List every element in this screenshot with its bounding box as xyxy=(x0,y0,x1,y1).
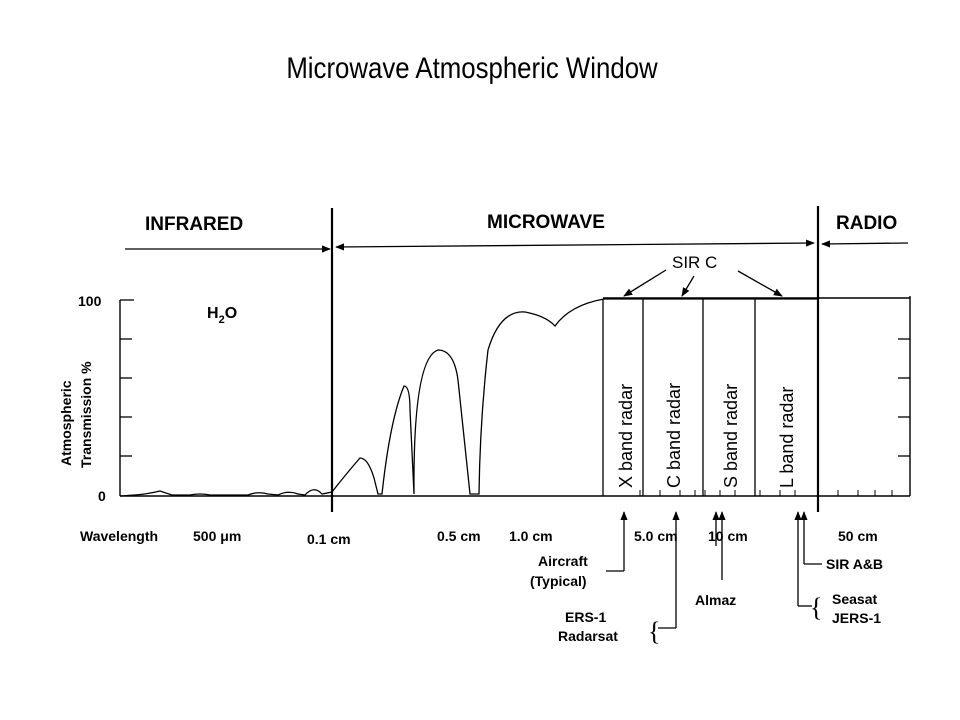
microwave-range-arrow xyxy=(335,239,815,251)
almaz-label: Almaz xyxy=(695,592,736,608)
x-axis-minor-ticks xyxy=(639,490,893,496)
jers1-label: JERS-1 xyxy=(832,610,881,626)
x-axis-prefix: Wavelength xyxy=(80,528,158,544)
radarsat-label: Radarsat xyxy=(558,628,618,644)
band-x-label: X band radar xyxy=(616,384,636,488)
x-tick-0-1cm: 0.1 cm xyxy=(307,531,351,547)
x-tick-50cm: 50 cm xyxy=(838,528,878,544)
y-axis-label: Atmospheric xyxy=(58,380,74,466)
x-tick-5-0cm: 5.0 cm xyxy=(634,528,678,544)
sir-c-label: SIR C xyxy=(672,253,717,272)
band-l-group: L band radar xyxy=(777,387,797,488)
page-title: Microwave Atmospheric Window xyxy=(286,52,658,85)
x-tick-0-5cm: 0.5 cm xyxy=(437,528,481,544)
h2o-label: H2O xyxy=(207,305,237,326)
band-s-label: S band radar xyxy=(721,384,741,488)
band-x-group: X band radar xyxy=(616,384,636,488)
sir-c-arrow-l xyxy=(737,270,783,297)
radio-range-arrow xyxy=(821,240,909,248)
seasat-label: Seasat xyxy=(832,591,877,607)
band-dividers xyxy=(602,299,756,496)
y-axis-label-2: Transmission % xyxy=(78,361,94,468)
region-infrared-label: INFRARED xyxy=(145,214,243,235)
aircraft-label-line1: Aircraft xyxy=(538,553,588,569)
region-radio-label: RADIO xyxy=(836,213,897,234)
seasat-jers1-brace: { xyxy=(810,593,822,622)
band-l-label: L band radar xyxy=(777,387,797,488)
ers1-label: ERS-1 xyxy=(565,609,606,625)
ers1-radarsat-brace: { xyxy=(648,617,660,646)
sir-c-arrow-c xyxy=(681,275,695,297)
y-axis-ticks-left xyxy=(120,299,134,457)
aircraft-label-line2: (Typical) xyxy=(530,573,587,589)
y-axis-ticks-right xyxy=(898,338,910,457)
y-axis-label-line1: Atmospheric xyxy=(58,380,74,466)
x-tick-1-0cm: 1.0 cm xyxy=(509,528,553,544)
y-axis-label-line2: Transmission % xyxy=(78,361,94,468)
y-tick-0: 0 xyxy=(98,488,106,504)
band-s-group: S band radar xyxy=(721,384,741,488)
x-tick-10cm: 10 cm xyxy=(708,528,748,544)
transmission-curve xyxy=(119,298,818,497)
x-tick-500um: 500 μm xyxy=(193,528,241,544)
sir-ab-label: SIR A&B xyxy=(826,556,883,572)
sir-c-arrow-x xyxy=(623,269,667,297)
band-c-group: C band radar xyxy=(664,383,684,488)
band-c-label: C band radar xyxy=(664,383,684,488)
y-tick-100: 100 xyxy=(78,293,102,309)
region-microwave-label: MICROWAVE xyxy=(487,212,605,233)
